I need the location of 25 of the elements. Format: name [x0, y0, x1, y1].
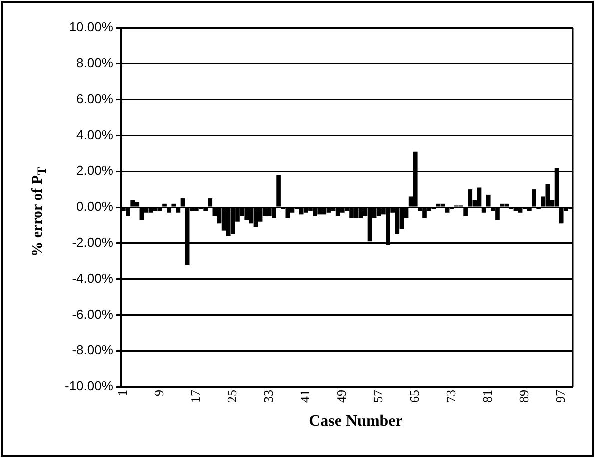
y-tick-label: 2.00%: [76, 163, 114, 178]
y-tick-label: -4.00%: [72, 270, 114, 286]
y-tick-label: 4.00%: [76, 127, 114, 142]
x-tick-label: 49: [334, 390, 350, 403]
x-tick-label: 9: [152, 390, 167, 396]
x-axis-title: Case Number: [309, 413, 403, 431]
y-tick-label: -10.00%: [65, 378, 114, 394]
x-tick-label: 73: [444, 390, 459, 403]
y-tick-label: 0.00%: [76, 199, 114, 214]
y-tick-label: 8.00%: [76, 55, 114, 70]
x-tick-label: 33: [261, 390, 276, 403]
x-tick-label: 81: [480, 390, 496, 403]
y-tick-label: -6.00%: [72, 306, 114, 322]
y-tick-label: -8.00%: [72, 342, 114, 358]
x-tick-label: 41: [298, 390, 313, 403]
x-tick-label: 57: [370, 390, 386, 403]
x-tick-label: 17: [188, 390, 204, 403]
x-tick-label: 65: [407, 390, 422, 403]
x-tick-label: 89: [516, 390, 532, 403]
y-tick-label: 6.00%: [76, 91, 114, 106]
y-tick-label: 10.00%: [69, 20, 114, 35]
x-tick-label: 97: [553, 390, 568, 403]
y-tick-label: -2.00%: [72, 234, 114, 250]
x-tick-label: 1: [115, 390, 130, 396]
x-tick-label: 25: [224, 390, 240, 403]
